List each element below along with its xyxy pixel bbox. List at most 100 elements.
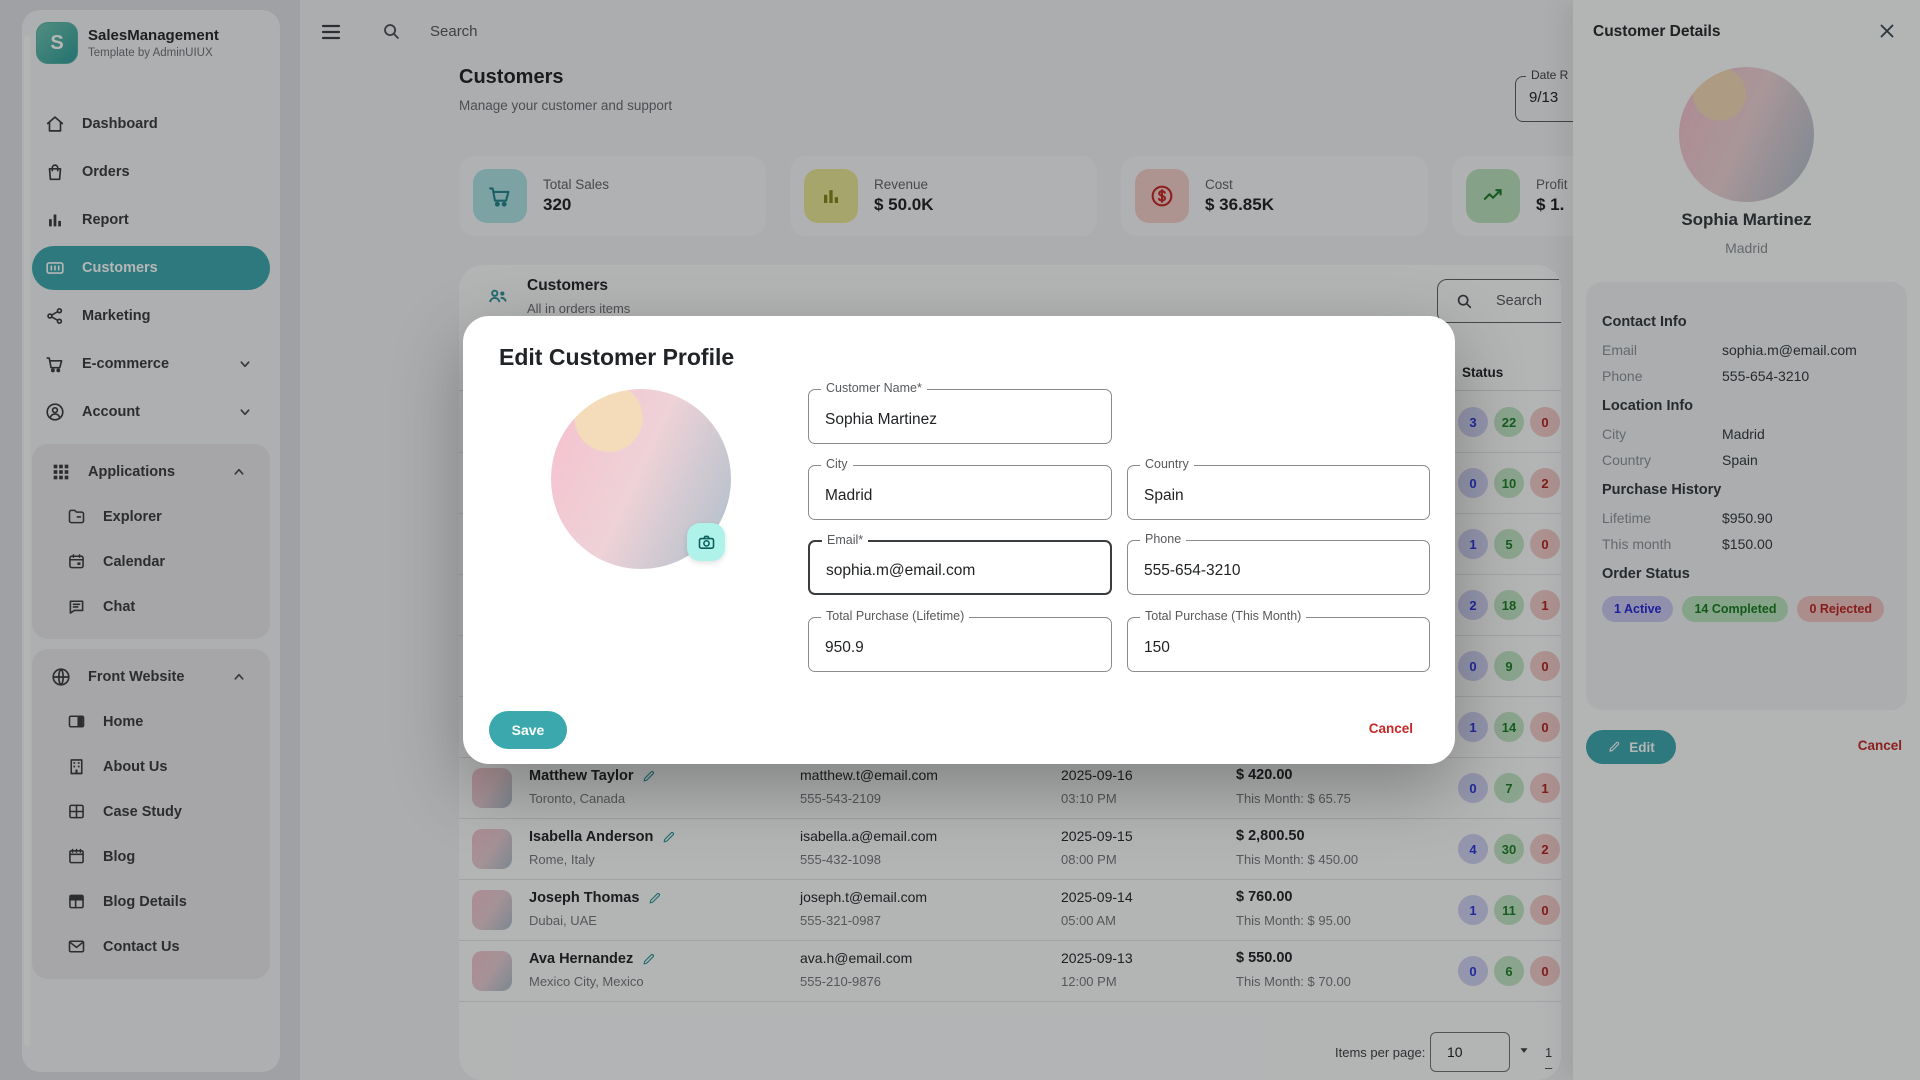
sidebar-item-home[interactable]: Home xyxy=(38,699,264,744)
rejected-count: 0 xyxy=(1530,407,1560,437)
country-field[interactable]: Country xyxy=(1127,457,1430,520)
sidebar-group-front-website: Front Website Home About Us Case Study Blog B… xyxy=(32,649,270,979)
city-input[interactable] xyxy=(809,466,1111,519)
edit-row-icon[interactable] xyxy=(641,769,656,784)
stat-card-cost[interactable]: Cost $ 36.85K xyxy=(1121,156,1428,236)
country-input[interactable] xyxy=(1128,466,1429,519)
row-month-amount: This Month: $ 70.00 xyxy=(1236,974,1351,989)
edit-row-icon[interactable] xyxy=(661,830,676,845)
row-amount: $ 420.00 xyxy=(1236,767,1293,783)
sidebar-item-about-us[interactable]: About Us xyxy=(38,744,264,789)
chevron-up-icon xyxy=(234,468,244,475)
completed-count: 30 xyxy=(1494,834,1524,864)
stat-card-total-sales[interactable]: Total Sales 320 xyxy=(459,156,766,236)
stat-value: 320 xyxy=(543,195,572,214)
rejected-count: 1 xyxy=(1530,590,1560,620)
blog-icon xyxy=(69,848,84,864)
close-icon[interactable] xyxy=(1876,20,1898,42)
change-photo-button[interactable] xyxy=(687,523,725,561)
sidebar-item-account[interactable]: Account xyxy=(32,390,270,434)
table-row[interactable]: Matthew Taylor Toronto, Canada matthew.t@e… xyxy=(459,758,1561,819)
rejected-count: 1 xyxy=(1530,773,1560,803)
sidebar-item-calendar[interactable]: Calendar xyxy=(38,539,264,584)
total-purchase-month-input[interactable] xyxy=(1128,618,1429,671)
sidebar-item-front-website[interactable]: Front Website xyxy=(38,655,264,699)
sidebar-item-label: Blog xyxy=(103,848,136,865)
stat-card-revenue[interactable]: Revenue $ 50.0K xyxy=(790,156,1097,236)
hamburger-menu-icon[interactable] xyxy=(318,20,344,44)
date-range-label: Date R xyxy=(1526,68,1574,82)
caret-down-icon[interactable] xyxy=(1517,1043,1531,1057)
bars-chip xyxy=(804,169,858,223)
stat-text: Revenue $ 50.0K xyxy=(874,177,934,215)
row-amount: $ 760.00 xyxy=(1236,889,1293,905)
sidebar-item-case-study[interactable]: Case Study xyxy=(38,789,264,834)
row-amount: $ 550.00 xyxy=(1236,950,1293,966)
global-search[interactable]: Search xyxy=(380,20,478,42)
pencil-icon xyxy=(1609,741,1620,752)
phone-input[interactable] xyxy=(1128,541,1429,594)
card-subtitle: All in orders items xyxy=(527,301,631,316)
cart-chip xyxy=(473,169,527,223)
sidebar-item-orders[interactable]: Orders xyxy=(32,150,270,194)
chevron-down-icon xyxy=(240,409,250,416)
sidebar-item-e-commerce[interactable]: E-commerce xyxy=(32,342,270,386)
info-row: Email sophia.m@email.com xyxy=(1602,342,1891,358)
panel-cancel-button[interactable]: Cancel xyxy=(1857,738,1902,753)
sidebar-item-contact-us[interactable]: Contact Us xyxy=(38,924,264,969)
edit-row-icon[interactable] xyxy=(641,952,656,967)
email-field[interactable]: Email* xyxy=(808,533,1112,595)
sidebar-item-customers[interactable]: Customers xyxy=(32,246,270,290)
sidebar-item-marketing[interactable]: Marketing xyxy=(32,294,270,338)
section-title: Purchase History xyxy=(1602,482,1722,498)
sidebar-item-applications[interactable]: Applications xyxy=(38,450,264,494)
city-field[interactable]: City xyxy=(808,457,1112,520)
row-name-text: Isabella Anderson xyxy=(529,829,654,845)
date-range-field[interactable]: Date R 9/13 xyxy=(1515,68,1625,122)
sidebar-item-blog[interactable]: Blog xyxy=(38,834,264,879)
search-icon xyxy=(1457,294,1472,309)
sidebar-scrollbar[interactable] xyxy=(24,36,30,1046)
email-input[interactable] xyxy=(810,542,1110,593)
table-row[interactable]: Joseph Thomas Dubai, UAE joseph.t@email.co… xyxy=(459,880,1561,941)
rejected-count: 0 xyxy=(1530,651,1560,681)
sidebar-item-chat[interactable]: Chat xyxy=(38,584,264,629)
edit-row-icon[interactable] xyxy=(647,891,662,906)
status-badges: 1 11 0 xyxy=(1458,895,1560,925)
phone-field[interactable]: Phone xyxy=(1127,532,1430,595)
active-count: 2 xyxy=(1458,590,1488,620)
stat-value: $ 36.85K xyxy=(1205,195,1274,214)
sidebar-item-report[interactable]: Report xyxy=(32,198,270,242)
save-button[interactable]: Save xyxy=(489,711,567,749)
row-time: 12:00 PM xyxy=(1061,974,1117,989)
active-count: 0 xyxy=(1458,956,1488,986)
page-title: Customers xyxy=(459,66,564,88)
chevron-up-icon xyxy=(234,673,244,680)
total-purchase-month-field[interactable]: Total Purchase (This Month) xyxy=(1127,609,1430,672)
items-per-page-select[interactable]: 10 xyxy=(1430,1032,1510,1072)
edit-button-label: Edit xyxy=(1629,739,1655,755)
row-email: matthew.t@email.com xyxy=(800,767,938,783)
total-purchase-lifetime-field[interactable]: Total Purchase (Lifetime) xyxy=(808,609,1112,672)
table-row[interactable]: Isabella Anderson Rome, Italy isabella.a@e… xyxy=(459,819,1561,880)
total-purchase-lifetime-input[interactable] xyxy=(809,618,1111,671)
completed-count: 22 xyxy=(1494,407,1524,437)
row-name-text: Matthew Taylor xyxy=(529,768,634,784)
stat-value: $ 1. xyxy=(1536,195,1565,214)
sidebar-item-explorer[interactable]: Explorer xyxy=(38,494,264,539)
sidebar: S SalesManagement Template by AdminUIUX … xyxy=(22,10,280,1072)
table-search-input[interactable]: Search xyxy=(1437,279,1561,323)
sidebar-item-label: Explorer xyxy=(103,508,162,525)
customer-name-field[interactable]: Customer Name* xyxy=(808,381,1112,444)
search-icon xyxy=(384,24,399,39)
table-row[interactable]: Ava Hernandez Mexico City, Mexico ava.h@em… xyxy=(459,941,1561,1002)
rejected-count: 2 xyxy=(1530,468,1560,498)
sidebar-item-blog-details[interactable]: Blog Details xyxy=(38,879,264,924)
sidebar-item-label: Report xyxy=(82,212,129,228)
sidebar-item-dashboard[interactable]: Dashboard xyxy=(32,102,270,146)
customer-name-input[interactable] xyxy=(809,390,1111,443)
status-column-header: Status xyxy=(1462,365,1504,380)
modal-cancel-button[interactable]: Cancel xyxy=(1368,721,1413,736)
edit-button[interactable]: Edit xyxy=(1586,730,1676,764)
info-label: This month xyxy=(1602,536,1672,552)
